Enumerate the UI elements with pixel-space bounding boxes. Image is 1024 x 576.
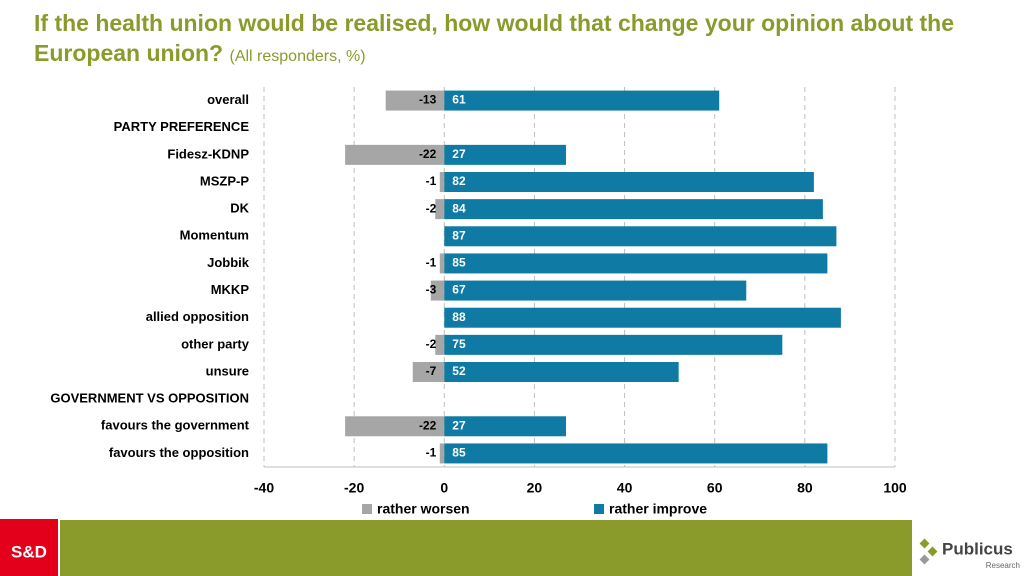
- bar: [435, 334, 445, 355]
- value-label: -1: [426, 256, 437, 270]
- value-label: 82: [452, 174, 466, 188]
- bar: [444, 199, 823, 220]
- value-label: 87: [452, 228, 466, 242]
- bar: [412, 362, 445, 382]
- bar: [444, 416, 566, 437]
- bar: [444, 362, 679, 382]
- value-label: 27: [452, 147, 466, 161]
- bar: [444, 443, 828, 464]
- logo: Publicus: [942, 539, 1013, 558]
- value-label: -13: [419, 93, 437, 107]
- bar: [444, 253, 828, 274]
- category-label: favours the government: [101, 418, 250, 433]
- legend-label: rather improve: [609, 501, 707, 517]
- bar: [444, 226, 837, 247]
- bar: [345, 144, 445, 165]
- category-label: other party: [181, 336, 250, 351]
- value-label: -7: [426, 364, 437, 378]
- legend-swatch: [362, 504, 372, 514]
- value-label: 85: [452, 256, 466, 270]
- x-tick-label: 60: [707, 480, 723, 496]
- bar: [439, 443, 445, 464]
- x-tick-label: 80: [797, 480, 813, 496]
- category-label: MKKP: [211, 282, 250, 297]
- logo-sub: Research: [986, 561, 1020, 570]
- category-label: GOVERNMENT VS OPPOSITION: [50, 391, 249, 406]
- category-label: allied opposition: [146, 309, 249, 324]
- bar: [435, 199, 445, 220]
- value-label: 67: [452, 283, 466, 297]
- value-label: -2: [426, 337, 437, 351]
- value-label: 88: [452, 310, 466, 324]
- x-tick-label: 40: [617, 480, 633, 496]
- value-label: -3: [426, 283, 437, 297]
- bar: [439, 253, 445, 274]
- bar: [444, 280, 747, 301]
- x-tick-label: -40: [254, 480, 274, 496]
- logo-icon: [919, 538, 938, 565]
- value-label: -22: [419, 418, 437, 432]
- legend-swatch: [594, 504, 604, 514]
- value-label: 52: [452, 364, 466, 378]
- bar: [444, 90, 720, 111]
- x-tick-label: 20: [527, 480, 543, 496]
- category-label: DK: [230, 201, 249, 216]
- category-label: favours the opposition: [109, 445, 249, 460]
- bar: [439, 172, 445, 192]
- value-label: 75: [452, 337, 466, 351]
- value-label: -1: [426, 446, 437, 460]
- value-label: 84: [452, 201, 466, 215]
- value-label: 85: [452, 446, 466, 460]
- bar: [444, 334, 783, 355]
- chart-title: If the health union would be realised, h…: [34, 10, 954, 66]
- category-label: unsure: [206, 363, 249, 378]
- bar: [430, 280, 445, 301]
- x-tick-label: 100: [883, 480, 907, 496]
- badge: S&D: [11, 542, 47, 561]
- x-tick-label: 0: [440, 480, 448, 496]
- category-label: overall: [207, 92, 249, 107]
- chart-subtitle: (All responders, %): [229, 48, 366, 65]
- bar: [444, 307, 841, 328]
- value-label: -22: [419, 147, 437, 161]
- value-label: 61: [452, 93, 466, 107]
- value-label: -1: [426, 174, 437, 188]
- value-label: 27: [452, 418, 466, 432]
- title: If the health union would be realised, h…: [34, 8, 994, 72]
- bar: [385, 90, 445, 111]
- category-label: Jobbik: [207, 255, 250, 270]
- bar: [444, 144, 566, 165]
- category-label: Momentum: [180, 228, 249, 243]
- x-tick-label: -20: [344, 480, 364, 496]
- category-label: Fidesz-KDNP: [167, 146, 249, 161]
- bar: [345, 416, 445, 437]
- bar: [444, 172, 814, 192]
- footer-band: [60, 520, 912, 576]
- category-label: MSZP-P: [200, 173, 249, 188]
- legend-label: rather worsen: [377, 501, 470, 517]
- value-label: -2: [426, 201, 437, 215]
- badge-box: [0, 519, 58, 576]
- category-label: PARTY PREFERENCE: [114, 119, 250, 134]
